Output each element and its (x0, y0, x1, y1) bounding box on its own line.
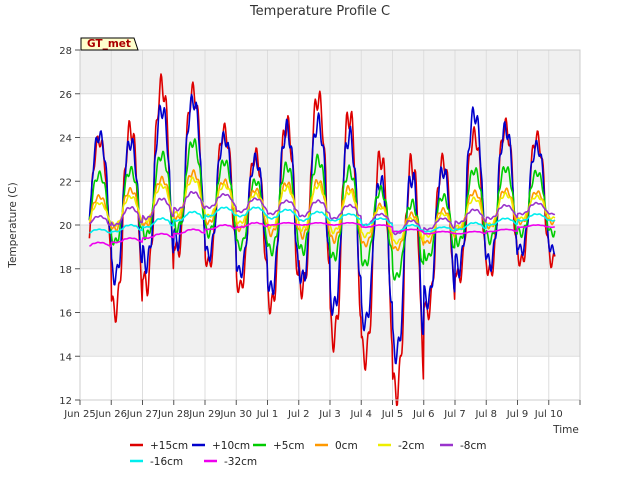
y-tick-label: 18 (59, 265, 72, 276)
x-axis-label: Time (552, 424, 579, 436)
x-tick-label: Jul 6 (412, 409, 435, 420)
series-line (89, 206, 556, 234)
x-tick-label: Jun 28 (157, 409, 190, 420)
x-tick-label: Jun 25 (63, 409, 96, 420)
legend-label: -2cm (398, 440, 424, 452)
gt-met-badge: GT_met (80, 37, 139, 51)
y-axis-label: Temperature (C) (7, 182, 19, 268)
x-tick-label: Jul 5 (381, 409, 404, 420)
y-tick-label: 24 (59, 134, 72, 145)
y-tick-label: 22 (59, 177, 72, 188)
x-tick-label: Jul 3 (318, 409, 341, 420)
gt-met-badge-text: GT_met (87, 38, 131, 50)
legend-label: 0cm (335, 440, 358, 452)
y-tick-label: 14 (59, 352, 72, 363)
x-tick-label: Jul 9 (506, 409, 529, 420)
y-tick-label: 28 (59, 46, 72, 57)
x-tick-label: Jul 10 (534, 409, 563, 420)
x-tick-label: Jul 1 (256, 409, 279, 420)
y-tick-label: 20 (59, 221, 72, 232)
x-tick-label: Jul 8 (474, 409, 497, 420)
x-tick-label: Jul 4 (349, 409, 372, 420)
series-line (88, 176, 556, 245)
legend-label: -32cm (224, 456, 257, 468)
x-tick-label: Jun 26 (94, 409, 127, 420)
series-line (88, 93, 556, 365)
x-tick-label: Jul 2 (287, 409, 310, 420)
y-axis-ticks: 12 14 16 18 20 22 24 26 28 (59, 46, 80, 407)
series-line (88, 190, 556, 236)
legend: +15cm +10cm +5cm 0cm -2cm -8cm -16cm -32cm (130, 440, 486, 468)
chart-title: Temperature Profile C (249, 4, 390, 19)
legend-label: -8cm (460, 440, 486, 452)
series-lines (88, 73, 556, 407)
x-axis-ticks: Jun 25 Jun 26 Jun 27 Jun 28 Jun 29 Jun 30 Jul … (63, 400, 581, 420)
x-tick-label: Jun 30 (219, 409, 252, 420)
series-line (89, 221, 556, 248)
legend-label: -16cm (150, 456, 183, 468)
legend-label: +15cm (150, 440, 188, 452)
y-tick-label: 26 (59, 90, 72, 101)
x-tick-label: Jun 27 (126, 409, 159, 420)
legend-label: +10cm (212, 440, 250, 452)
series-line (88, 73, 556, 407)
y-tick-label: 16 (59, 309, 72, 320)
series-line (88, 138, 556, 281)
series-line (88, 169, 556, 252)
y-tick-label: 12 (59, 396, 72, 407)
x-tick-label: Jun 29 (188, 409, 221, 420)
legend-label: +5cm (273, 440, 304, 452)
x-tick-label: Jul 7 (443, 409, 466, 420)
